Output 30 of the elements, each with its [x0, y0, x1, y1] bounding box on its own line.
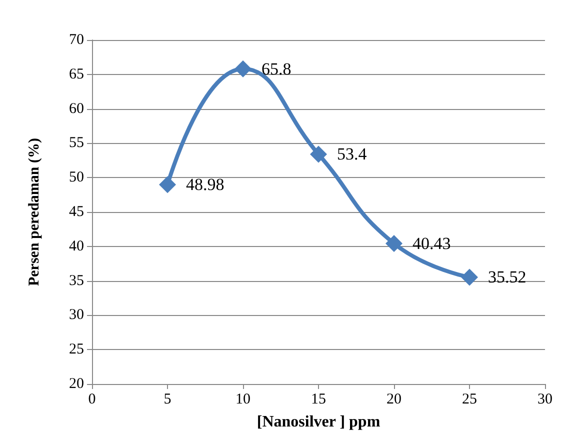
data-label: 35.52 [488, 268, 526, 287]
x-tick-label: 0 [88, 392, 96, 408]
data-label: 53.4 [337, 144, 368, 164]
y-tick-label: 50 [69, 170, 84, 186]
y-tick-label: 45 [69, 204, 84, 220]
data-label: 48.98 [186, 175, 224, 194]
x-tick-label: 5 [164, 392, 172, 408]
y-tick-label: 30 [69, 307, 84, 324]
y-tick-label: 65 [69, 66, 84, 82]
point [234, 60, 252, 78]
x-tick-label: 20 [386, 392, 402, 408]
point [159, 176, 176, 194]
data-label: 40.43 [412, 234, 451, 253]
y-tick-label: 70 [69, 32, 84, 48]
y-tick-label: 20 [69, 376, 84, 392]
y-tick-label: 60 [69, 100, 84, 117]
x-tick-label: 25 [462, 392, 477, 408]
point [310, 146, 327, 163]
x-axis-title: [Nanosilver ] ppm [256, 414, 381, 430]
y-tick-label: 25 [69, 342, 84, 358]
x-tick-label: 10 [236, 392, 250, 408]
y-tick-label: 55 [69, 135, 84, 152]
y-axis-title: Persen peredaman (%) [26, 138, 42, 286]
y-tick-label: 35 [69, 272, 84, 289]
x-tick-label: 15 [311, 392, 326, 408]
point [461, 268, 478, 286]
data-label: 65.8 [262, 59, 292, 78]
y-tick-label: 40 [69, 238, 84, 254]
point [386, 234, 402, 252]
x-tick-label: 30 [538, 392, 552, 408]
